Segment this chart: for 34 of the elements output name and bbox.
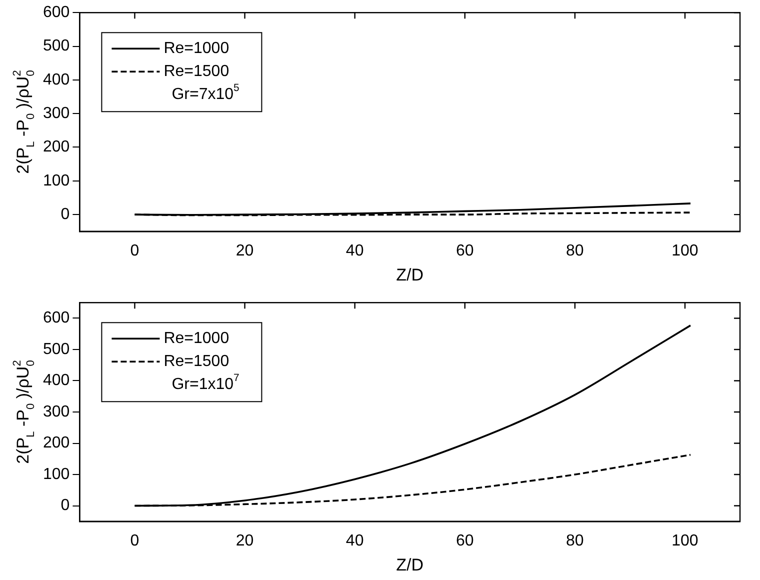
y-tick-label: 400 [42, 71, 70, 88]
y-tick-label: 300 [42, 403, 70, 420]
x-tick-label: 80 [566, 532, 584, 550]
x-tick-label: 40 [346, 242, 364, 260]
x-tick-label: 60 [456, 532, 474, 550]
y-tick-label: 0 [60, 497, 70, 514]
x-tick-label: 40 [346, 532, 364, 550]
x-axis-title: Z/D [396, 555, 424, 574]
y-tick-label: 400 [42, 372, 70, 390]
y-tick-label: 100 [42, 172, 70, 190]
x-tick-label: 60 [456, 242, 474, 260]
x-tick-label: 20 [236, 242, 254, 260]
y-tick-label: 300 [42, 104, 70, 122]
y-axis-title: 2(PL -P0 )/ρU02 [11, 360, 37, 464]
x-tick-label: 80 [566, 242, 584, 260]
legend-label: Re=1000 [164, 330, 230, 348]
legend-label: Re=1000 [164, 40, 230, 58]
legend-label: Re=1500 [164, 353, 230, 370]
x-axis-title: Z/D [396, 265, 424, 284]
y-tick-label: 600 [42, 310, 70, 327]
x-tick-label: 0 [130, 532, 140, 550]
y-tick-label: 100 [42, 466, 70, 483]
y-tick-label: 0 [60, 206, 70, 223]
y-axis-title: 2(PL -P0 )/ρU02 [11, 70, 37, 174]
y-tick-label: 600 [42, 4, 70, 22]
x-tick-label: 20 [236, 532, 254, 550]
legend-label: Re=1500 [164, 63, 230, 80]
x-tick-label: 100 [672, 532, 698, 550]
y-tick-label: 200 [42, 138, 70, 156]
x-tick-label: 100 [672, 242, 698, 260]
x-tick-label: 0 [130, 242, 140, 260]
y-tick-label: 200 [42, 434, 70, 452]
y-tick-label: 500 [42, 340, 70, 358]
y-tick-label: 500 [42, 38, 70, 55]
